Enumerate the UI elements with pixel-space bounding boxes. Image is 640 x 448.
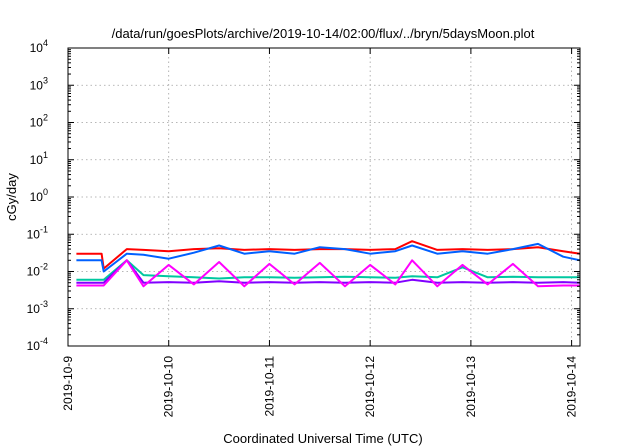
- x-axis: 2019-10-9 2019-10-10 2019-10-11 2019-10-12 2…: [61, 48, 579, 417]
- x-tick-label: 2019-10-11: [262, 356, 276, 417]
- y-tick-label: 10-3: [27, 299, 48, 316]
- y-tick-label: 10-4: [27, 336, 48, 353]
- grid: [68, 48, 580, 346]
- series-line-4: [76, 259, 581, 284]
- chart-title: /data/run/goesPlots/archive/2019-10-14/0…: [112, 26, 535, 41]
- series-line-5: [76, 259, 580, 288]
- series-layer: [76, 240, 581, 288]
- series-line-1: [76, 240, 581, 270]
- y-axis-title: cGy/day: [4, 173, 19, 221]
- y-tick-label: 101: [30, 150, 48, 167]
- x-tick-label: 2019-10-12: [363, 356, 377, 418]
- y-tick-label: 102: [30, 113, 48, 130]
- y-tick-label: 104: [30, 38, 48, 55]
- x-tick-label: 2019-10-9: [61, 356, 75, 411]
- x-axis-title: Coordinated Universal Time (UTC): [223, 431, 422, 446]
- y-tick-label: 10-1: [27, 224, 48, 241]
- y-tick-label: 10-2: [27, 262, 48, 279]
- x-tick-label: 2019-10-13: [464, 356, 478, 418]
- series-line-2: [76, 242, 581, 273]
- y-tick-label: 100: [30, 187, 48, 204]
- x-tick-label: 2019-10-14: [565, 356, 579, 418]
- x-tick-label: 2019-10-10: [162, 356, 176, 418]
- y-tick-label: 103: [30, 75, 48, 92]
